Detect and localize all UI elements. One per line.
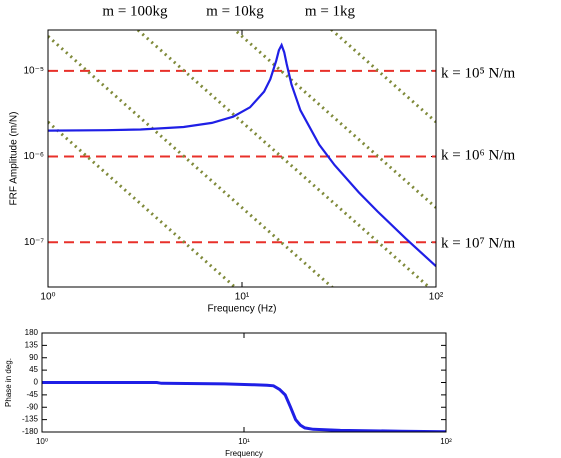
reference-line bbox=[232, 30, 436, 209]
y-axis-label: FRF Amplitude (m/N) bbox=[9, 112, 20, 206]
plot-frame bbox=[47, 29, 437, 288]
data-line bbox=[42, 381, 446, 432]
x-tick-label: 10¹ bbox=[235, 292, 250, 303]
y-tick-label: -135 bbox=[22, 415, 39, 424]
x-tick-label: 10⁰ bbox=[36, 437, 48, 446]
x-axis-label: Frequency (Hz) bbox=[208, 304, 277, 315]
x-tick-label: 10² bbox=[440, 437, 452, 446]
y-tick-label: 45 bbox=[29, 365, 38, 374]
annotation: m = 1kg bbox=[305, 3, 356, 19]
annotation: m = 10kg bbox=[206, 3, 264, 19]
y-tick-label: -90 bbox=[26, 402, 38, 411]
x-axis-label: Frequency bbox=[225, 449, 263, 458]
y-tick-label: 180 bbox=[25, 328, 39, 337]
y-tick-label: 10⁻⁶ bbox=[23, 151, 44, 162]
annotation: m = 100kg bbox=[102, 3, 168, 19]
annotation: k = 10⁷ N/m bbox=[441, 235, 515, 251]
reference-line bbox=[135, 30, 432, 287]
plot-frame bbox=[41, 332, 447, 433]
y-tick-label: -45 bbox=[26, 390, 38, 399]
x-tick-label: 10² bbox=[429, 292, 444, 303]
data-line bbox=[48, 42, 436, 268]
plot-lines bbox=[42, 381, 446, 432]
y-tick-label: 10⁻⁷ bbox=[24, 237, 44, 248]
y-tick-label: 135 bbox=[25, 340, 39, 349]
annotation: k = 10⁵ N/m bbox=[441, 65, 515, 81]
y-axis-label: Phase in deg. bbox=[4, 358, 13, 407]
reference-line bbox=[48, 35, 335, 287]
y-tick-label: 10⁻⁵ bbox=[23, 66, 44, 77]
y-tick-label: 0 bbox=[34, 378, 39, 387]
x-tick-label: 10⁰ bbox=[40, 292, 55, 303]
plot-lines bbox=[48, 30, 436, 287]
annotation: k = 10⁶ N/m bbox=[441, 147, 515, 163]
y-tick-label: 90 bbox=[29, 353, 38, 362]
x-tick-label: 10¹ bbox=[238, 437, 250, 446]
y-tick-label: -180 bbox=[22, 427, 39, 436]
plot-area bbox=[48, 30, 436, 287]
